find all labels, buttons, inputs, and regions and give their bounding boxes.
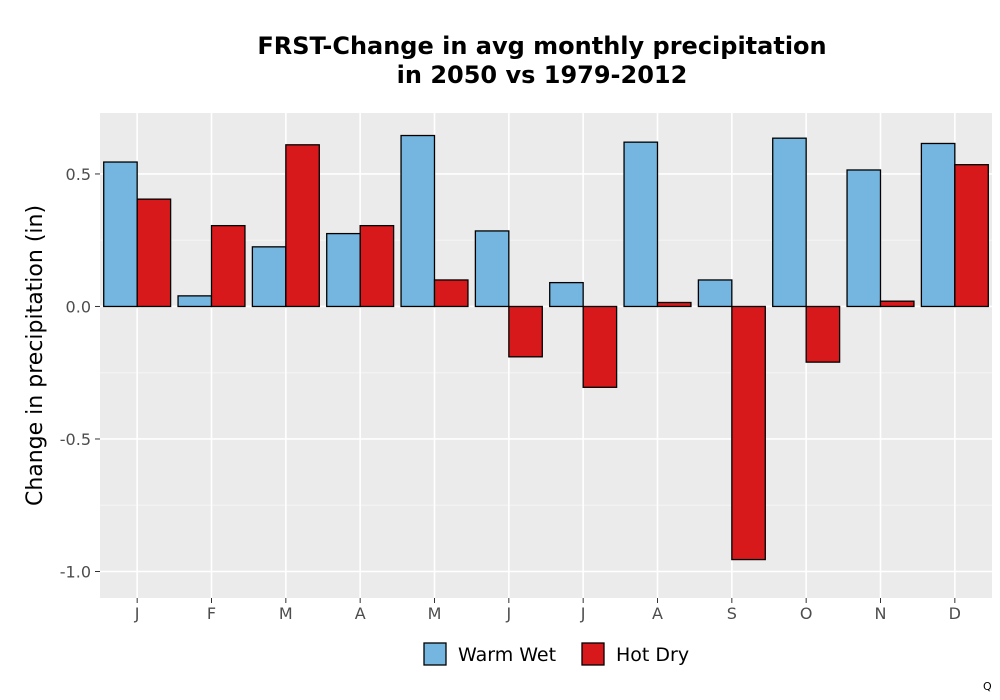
bar-hot-dry-7 bbox=[582, 305, 618, 388]
chart-title-line-2: in 2050 vs 1979-2012 bbox=[397, 61, 688, 89]
x-tick-label: J bbox=[505, 604, 511, 623]
x-tick-label: M bbox=[428, 604, 442, 623]
bar-warm-wet-10 bbox=[772, 137, 807, 308]
bar-hot-dry-10 bbox=[805, 305, 841, 363]
bar-warm-wet-3 bbox=[251, 246, 287, 308]
x-tick-label: M bbox=[279, 604, 293, 623]
bar-warm-wet-1 bbox=[103, 161, 138, 308]
bar-hot-dry-1 bbox=[136, 198, 172, 308]
x-tick-label: S bbox=[727, 604, 737, 623]
bar-hot-dry-3 bbox=[285, 144, 320, 308]
x-tick-label: A bbox=[652, 604, 663, 623]
grid-minor bbox=[100, 239, 992, 506]
x-tick-label: N bbox=[875, 604, 887, 623]
x-tick-label: F bbox=[207, 604, 216, 623]
y-tick-label: -1.0 bbox=[60, 562, 91, 581]
bar-hot-dry-9 bbox=[731, 305, 766, 561]
y-axis: -1.0 -0.5 0.0 0.5 bbox=[60, 165, 100, 581]
bar-hot-dry-2 bbox=[210, 224, 246, 308]
x-tick-label: J bbox=[134, 604, 140, 623]
bar-warm-wet-12 bbox=[920, 142, 956, 308]
plot-panel bbox=[100, 113, 992, 598]
x-tick-label: O bbox=[800, 604, 813, 623]
bar-warm-wet-7 bbox=[549, 281, 584, 308]
bar-warm-wet-11 bbox=[846, 169, 882, 308]
bar-hot-dry-11 bbox=[879, 300, 915, 308]
bars bbox=[103, 134, 989, 561]
bar-warm-wet-4 bbox=[326, 232, 361, 308]
bar-warm-wet-6 bbox=[474, 230, 510, 308]
legend-label-warm-wet: Warm Wet bbox=[458, 644, 556, 666]
legend-swatch-hot-dry bbox=[581, 642, 605, 666]
bar-warm-wet-5 bbox=[400, 134, 436, 308]
y-tick-label: 0.5 bbox=[66, 165, 91, 184]
chart-title-line-1: FRST-Change in avg monthly precipitation bbox=[257, 32, 826, 60]
legend: Warm Wet Hot Dry bbox=[423, 642, 689, 666]
y-tick-label: 0.0 bbox=[66, 297, 91, 316]
x-tick-label: D bbox=[949, 604, 961, 623]
bar-warm-wet-9 bbox=[697, 279, 733, 308]
x-tick-label: J bbox=[580, 604, 586, 623]
bar-hot-dry-4 bbox=[359, 224, 395, 308]
bar-warm-wet-8 bbox=[623, 141, 659, 308]
legend-label-hot-dry: Hot Dry bbox=[616, 644, 689, 666]
bar-hot-dry-5 bbox=[433, 279, 469, 308]
bar-hot-dry-6 bbox=[508, 305, 543, 358]
bar-hot-dry-8 bbox=[656, 301, 692, 308]
bar-warm-wet-2 bbox=[177, 295, 213, 308]
x-tick-label: A bbox=[355, 604, 366, 623]
bar-hot-dry-12 bbox=[954, 164, 989, 308]
corner-mark: Q bbox=[983, 680, 992, 693]
y-axis-label: Change in precipitation (in) bbox=[23, 205, 48, 506]
chart-title: FRST-Change in avg monthly precipitation… bbox=[257, 32, 826, 89]
y-tick-label: -0.5 bbox=[60, 430, 91, 449]
legend-swatch-warm-wet bbox=[423, 642, 447, 666]
